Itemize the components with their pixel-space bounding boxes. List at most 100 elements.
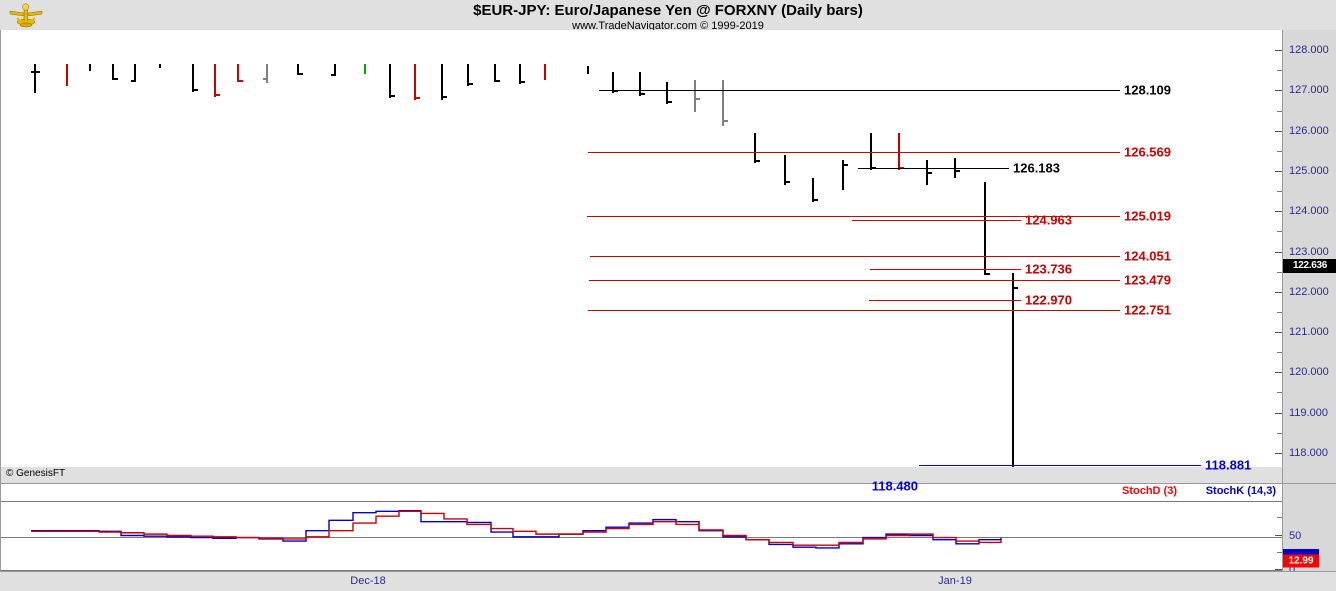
price-level-line[interactable]	[589, 280, 1120, 281]
price-level-line[interactable]	[588, 152, 1120, 153]
bar-high-low-stem	[159, 64, 161, 68]
bar-high-low-stem	[364, 64, 366, 74]
bar-high-low-stem	[441, 64, 443, 100]
stoch-gridline-lower	[1, 570, 1282, 571]
price-chart-pane[interactable]	[0, 30, 1282, 467]
price-axis-tick	[1275, 211, 1282, 213]
price-level-line[interactable]	[869, 300, 1021, 301]
bar-close-tick	[927, 172, 932, 174]
bar-close-tick	[755, 160, 760, 162]
price-axis-label: 127.000	[1289, 84, 1329, 97]
bar-high-low-stem	[842, 160, 844, 190]
price-axis-tick	[1275, 50, 1282, 52]
price-level-label[interactable]: 123.479	[1124, 272, 1171, 288]
bar-open-tick	[263, 78, 267, 80]
copyright-axis-pad	[1282, 467, 1336, 483]
bar-close-tick	[193, 89, 198, 91]
bar-close-tick	[35, 71, 40, 73]
bar-high-low-stem	[754, 133, 756, 163]
price-axis-tick	[1275, 130, 1282, 132]
price-axis-label: 125.000	[1289, 164, 1329, 177]
stoch-axis-tick	[1275, 534, 1282, 536]
price-level-line[interactable]	[870, 269, 1021, 270]
bar-close-tick	[955, 170, 960, 172]
price-axis[interactable]: 128.000 127.000 126.000 125.000 124.000 123.0…	[1282, 30, 1336, 467]
price-level-label[interactable]: 124.963	[1025, 212, 1072, 228]
bar-high-low-stem	[237, 64, 239, 82]
price-level-line[interactable]	[852, 220, 1021, 221]
stoch-axis-label: 0	[1289, 564, 1296, 576]
bar-close-tick	[613, 90, 618, 92]
stoch-series-line	[31, 509, 1002, 549]
bar-close-tick	[785, 181, 790, 183]
bar-high-low-stem	[214, 64, 216, 97]
price-axis-tick	[1275, 90, 1282, 92]
price-level-line[interactable]	[919, 465, 1201, 466]
price-axis-minor-tick	[1277, 110, 1282, 112]
bar-high-low-stem	[694, 80, 696, 112]
bar-close-tick	[390, 95, 395, 97]
price-axis-tick	[1275, 452, 1282, 454]
bar-close-tick	[415, 97, 420, 99]
price-axis-label: 123.000	[1289, 245, 1329, 258]
bar-close-tick	[215, 94, 220, 96]
price-level-label[interactable]: 124.051	[1124, 248, 1171, 264]
price-level-label[interactable]: 125.019	[1124, 208, 1171, 224]
price-axis-ticks	[1268, 30, 1282, 467]
bar-close-tick	[667, 101, 672, 103]
price-axis-tick	[1275, 170, 1282, 172]
stochastic-axis[interactable]: 50 0 12.99	[1282, 483, 1336, 576]
stoch-k-current-marker	[1283, 549, 1319, 558]
price-level-label[interactable]: 118.881	[1205, 457, 1252, 473]
bar-high-low-stem	[870, 133, 872, 170]
price-axis-label: 126.000	[1289, 124, 1329, 137]
stoch-k-legend[interactable]: StochK (14,3)	[1205, 485, 1276, 497]
bar-close-tick	[520, 81, 525, 83]
price-level-label[interactable]: 122.970	[1025, 292, 1072, 308]
price-level-line[interactable]	[590, 256, 1120, 257]
chart-header: $EUR-JPY: Euro/Japanese Yen @ FORXNY (Da…	[0, 0, 1336, 32]
price-level-label[interactable]: 118.480	[871, 478, 918, 494]
bar-high-low-stem	[812, 178, 814, 202]
stoch-gridline-upper	[1, 501, 1282, 502]
price-level-line[interactable]	[858, 168, 1009, 169]
bar-high-low-stem	[34, 64, 36, 93]
bar-close-tick	[298, 73, 303, 75]
bar-high-low-stem	[334, 64, 336, 76]
bar-close-tick	[640, 93, 645, 95]
bar-high-low-stem	[1012, 273, 1014, 467]
bar-high-low-stem	[467, 64, 469, 86]
price-level-label[interactable]: 128.109	[1124, 82, 1171, 98]
price-level-label[interactable]: 122.751	[1124, 302, 1171, 318]
price-level-line[interactable]	[599, 90, 1120, 91]
price-axis-label: 124.000	[1289, 205, 1329, 218]
copyright-strip: © GenesisFT	[0, 467, 1282, 483]
price-level-label[interactable]: 126.569	[1124, 144, 1171, 160]
copyright-text: © GenesisFT	[6, 468, 66, 479]
price-axis-minor-tick	[1277, 70, 1282, 72]
bar-high-low-stem	[612, 72, 614, 93]
price-axis-minor-tick	[1277, 352, 1282, 354]
stoch-d-legend[interactable]: StochD (3)	[1122, 485, 1177, 497]
price-axis-label: 128.000	[1289, 44, 1329, 57]
price-axis-minor-tick	[1277, 311, 1282, 313]
bar-close-tick	[1013, 287, 1018, 289]
price-level-label[interactable]: 126.183	[1013, 160, 1060, 176]
price-level-line[interactable]	[588, 310, 1120, 311]
price-level-label[interactable]: 123.736	[1025, 261, 1072, 277]
stochastic-pane[interactable]: StochD (3) StochK (14,3)	[0, 483, 1282, 571]
price-level-line[interactable]	[587, 216, 1120, 217]
bar-close-tick	[813, 199, 818, 201]
bar-close-tick	[468, 83, 473, 85]
date-axis-label: Jan-19	[938, 575, 972, 587]
price-axis-tick	[1275, 372, 1282, 374]
price-axis-minor-tick	[1277, 231, 1282, 233]
bar-close-tick	[723, 120, 728, 122]
bar-high-low-stem	[519, 64, 521, 84]
price-axis-minor-tick	[1277, 392, 1282, 394]
date-axis[interactable]: Dec-18 Jan-19	[0, 571, 1336, 591]
price-axis-minor-tick	[1277, 191, 1282, 193]
bar-high-low-stem	[266, 64, 268, 83]
bar-close-tick	[495, 80, 500, 82]
